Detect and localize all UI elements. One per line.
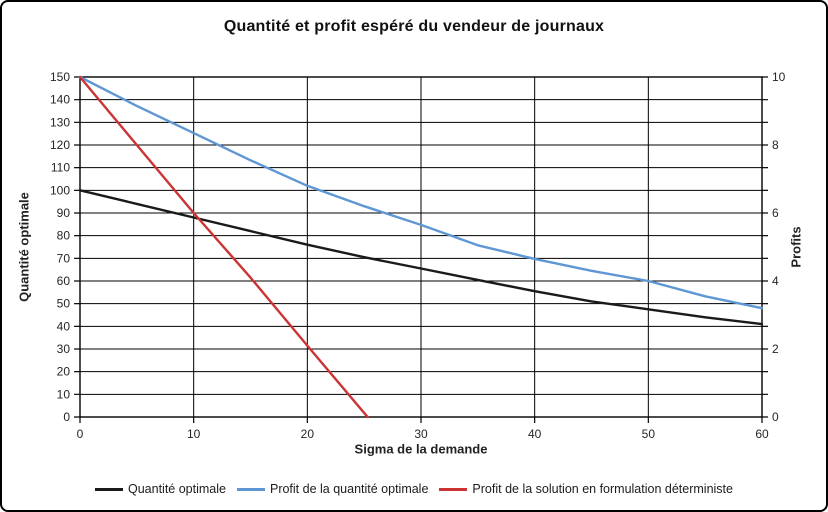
x-axis-tick-label: 20 [301, 427, 315, 441]
right-axis-tick-label: 0 [772, 410, 779, 424]
legend-line-swatch [236, 487, 265, 491]
right-axis-tick-label: 10 [772, 70, 786, 84]
series-line-1 [78, 75, 764, 310]
x-axis-tick-label: 10 [187, 427, 201, 441]
left-axis-tick-label: 40 [57, 319, 71, 333]
legend: Quantité optimale Profit de la quantité … [2, 482, 826, 496]
chart-title: Quantité et profit espéré du vendeur de … [223, 18, 605, 35]
x-axis-tick-label: 0 [77, 427, 84, 441]
left-axis-tick-label: 60 [57, 274, 71, 288]
left-axis-tick-label: 30 [57, 342, 71, 356]
left-axis-tick-label: 110 [51, 161, 70, 175]
left-axis-tick-label: 20 [57, 365, 71, 379]
legend-line-swatch [95, 487, 123, 491]
x-axis-tick-label: 50 [642, 427, 656, 441]
left-axis-tick-label: 100 [50, 183, 70, 197]
x-axis-tick-label: 60 [755, 427, 769, 441]
legend-item: Profit de la quantité optimale [236, 482, 429, 496]
x-axis-title: Sigma de la demande [354, 441, 488, 457]
right-axis-title: Profits [788, 226, 804, 268]
right-axis-tick-label: 2 [772, 342, 779, 356]
series-line-0 [78, 189, 764, 326]
right-axis-tick-label: 4 [772, 274, 779, 288]
left-axis-tick-label: 90 [57, 206, 71, 220]
legend-item: Profit de la solution en formulation dét… [439, 482, 733, 496]
left-axis-tick-label: 140 [50, 93, 70, 107]
left-axis-title: Quantité optimale [16, 192, 32, 302]
left-axis-tick-label: 10 [57, 387, 71, 401]
legend-label: Profit de la quantité optimale [269, 482, 429, 496]
left-axis-tick-label: 80 [57, 229, 71, 243]
legend-item: Quantité optimale [95, 482, 226, 496]
left-axis-tick-label: 120 [50, 138, 70, 152]
left-axis-tick-label: 150 [50, 70, 70, 84]
left-axis-tick-label: 130 [50, 115, 70, 129]
series-line-2 [78, 75, 369, 419]
legend-line-swatch [439, 487, 468, 491]
left-axis-tick-label: 0 [63, 410, 70, 424]
legend-label: Quantité optimale [128, 482, 226, 496]
left-axis-tick-label: 70 [57, 251, 71, 265]
plot-frame [79, 76, 763, 418]
x-axis-tick-label: 30 [414, 427, 428, 441]
legend-label: Profit de la solution en formulation dét… [472, 482, 733, 496]
right-axis-tick-label: 8 [772, 138, 779, 152]
left-axis-tick-label: 50 [57, 297, 71, 311]
x-axis-tick-label: 40 [528, 427, 542, 441]
right-axis-tick-label: 6 [772, 206, 779, 220]
